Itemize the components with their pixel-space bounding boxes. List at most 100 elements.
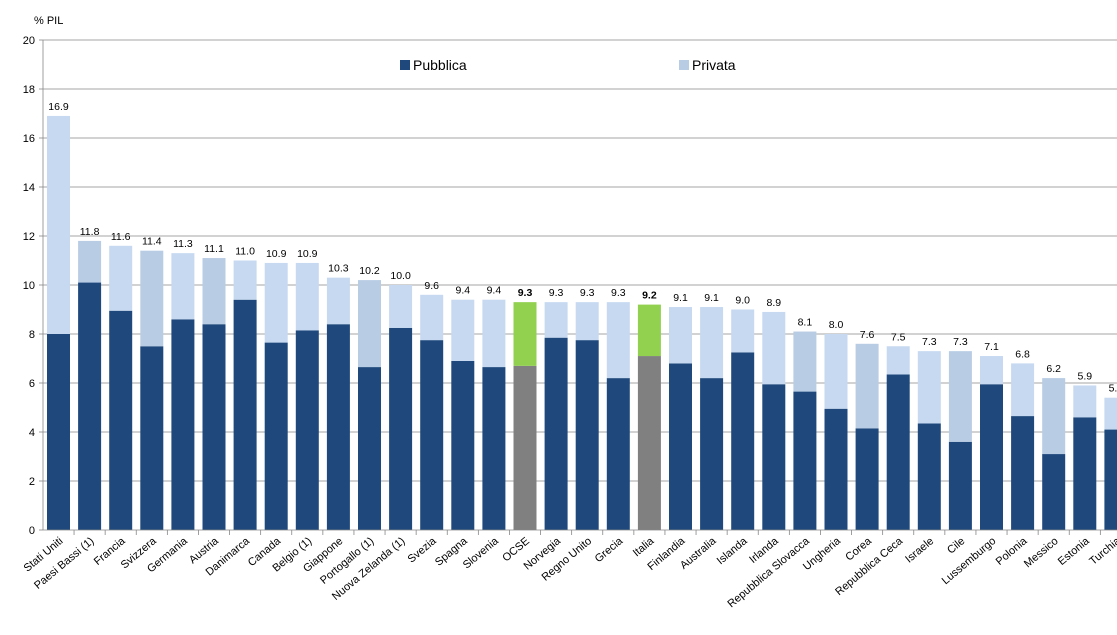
- data-label-australia: 9.1: [704, 292, 719, 304]
- data-label-lussemburgo: 7.1: [984, 341, 999, 353]
- x-tick-label-lussemburgo: Lussemburgo: [940, 535, 999, 587]
- bar-pubblica-slovenia: [482, 367, 506, 530]
- bar-privata-estonia: [1073, 385, 1097, 418]
- data-label-cile: 7.3: [953, 336, 968, 348]
- y-tick-label: 20: [23, 35, 35, 47]
- bar-pubblica-messico: [1042, 454, 1066, 530]
- bar-privata-italia: [637, 304, 661, 357]
- bar-pubblica-nuova-zelanda-1: [389, 327, 413, 530]
- data-label-estonia: 5.9: [1077, 370, 1092, 382]
- x-tick-label-slovenia: Slovenia: [461, 535, 502, 572]
- bar-pubblica-spagna: [451, 360, 475, 530]
- y-tick-label: 12: [23, 231, 35, 243]
- y-tick-label: 8: [29, 329, 35, 341]
- data-label-regno-unito: 9.3: [580, 287, 595, 299]
- x-tick-label-grecia: Grecia: [593, 535, 626, 566]
- data-label-israele: 7.3: [922, 336, 937, 348]
- data-label-turchia: 5.4: [1109, 383, 1117, 395]
- data-label-svezia: 9.6: [424, 280, 439, 292]
- bar-privata-svezia: [420, 294, 444, 341]
- bar-privata-messico: [1042, 378, 1066, 455]
- data-label-canada: 10.9: [266, 248, 287, 260]
- bar-pubblica-francia: [109, 310, 133, 530]
- bar-privata-ungheria: [824, 334, 848, 409]
- bar-privata-polonia: [1011, 363, 1035, 417]
- data-label-slovenia: 9.4: [487, 285, 502, 297]
- data-label-messico: 6.2: [1046, 363, 1061, 375]
- bar-pubblica-repubblica-ceca: [886, 374, 910, 530]
- legend-label-pubblica: Pubblica: [413, 57, 467, 73]
- data-label-stati-uniti: 16.9: [48, 101, 69, 113]
- bar-pubblica-polonia: [1011, 416, 1035, 530]
- bar-pubblica-svizzera: [140, 346, 164, 530]
- data-label-paesi-bassi-1: 11.8: [80, 226, 100, 238]
- bar-privata-stati-uniti: [47, 115, 70, 334]
- bar-privata-corea: [855, 343, 879, 429]
- bar-privata-grecia: [606, 302, 630, 379]
- bar-privata-finlandia: [669, 307, 692, 364]
- data-label-grecia: 9.3: [611, 287, 626, 299]
- data-label-islanda: 9.0: [735, 295, 750, 307]
- bar-privata-svizzera: [140, 250, 164, 347]
- bar-privata-regno-unito: [575, 302, 599, 341]
- x-tick-label-islanda: Islanda: [715, 535, 751, 568]
- bar-privata-cile: [948, 351, 972, 442]
- bar-privata-danimarca: [233, 260, 257, 300]
- data-label-norvegia: 9.3: [549, 287, 564, 299]
- bar-privata-australia: [700, 307, 724, 379]
- bar-pubblica-ungheria: [824, 408, 848, 530]
- data-label-spagna: 9.4: [455, 285, 470, 297]
- bar-privata-ocse: [513, 302, 537, 366]
- bar-pubblica-austria: [202, 324, 226, 530]
- data-label-danimarca: 11.0: [235, 246, 255, 258]
- bar-pubblica-corea: [855, 428, 879, 530]
- legend-swatch-pubblica: [400, 60, 410, 70]
- bar-pubblica-norvegia: [544, 337, 568, 530]
- bar-privata-islanda: [731, 309, 755, 353]
- bar-privata-portogallo-1: [358, 280, 381, 368]
- y-tick-label: 14: [23, 182, 35, 194]
- bar-pubblica-ocse: [513, 365, 537, 530]
- bars: [47, 115, 1117, 530]
- bar-privata-austria: [202, 258, 226, 325]
- bar-privata-repubblica-slovacca: [793, 331, 817, 392]
- bar-pubblica-lussemburgo: [980, 384, 1003, 530]
- y-tick-label: 4: [29, 427, 35, 439]
- bar-privata-paesi-bassi-1: [78, 240, 102, 283]
- bar-pubblica-paesi-bassi-1: [78, 282, 102, 530]
- bar-privata-francia: [109, 245, 133, 311]
- data-labels: 16.9 11.8 11.6 11.4 11.3 11.1 11.0 10.9 10.9 10.3…: [48, 101, 1117, 395]
- data-label-belgio-1: 10.9: [297, 248, 318, 260]
- bar-pubblica-irlanda: [762, 384, 786, 530]
- bar-privata-nuova-zelanda-1: [389, 285, 413, 328]
- data-label-austria: 11.1: [204, 243, 224, 255]
- legend-swatch-privata: [679, 60, 689, 70]
- x-tick-label-turchia: Turchia: [1087, 535, 1117, 568]
- bar-pubblica-germania: [171, 319, 195, 530]
- data-label-irlanda: 8.9: [766, 297, 781, 309]
- data-label-portogallo-1: 10.2: [359, 265, 380, 277]
- data-label-francia: 11.6: [111, 231, 131, 243]
- x-tick-label-israele: Israele: [903, 535, 936, 565]
- data-label-ungheria: 8.0: [829, 319, 844, 331]
- data-label-germania: 11.3: [173, 238, 193, 250]
- bar-pubblica-portogallo-1: [358, 367, 381, 530]
- y-axis: 0 2 4 6 8 10 12 14 16 18 20: [23, 35, 44, 537]
- bar-privata-spagna: [451, 299, 475, 361]
- data-label-polonia: 6.8: [1015, 348, 1030, 360]
- data-label-repubblica-slovacca: 8.1: [798, 317, 813, 329]
- y-axis-unit-label: % PIL: [34, 15, 63, 27]
- legend-label-privata: Privata: [692, 57, 736, 73]
- data-label-italia: 9.2: [642, 290, 657, 302]
- bar-pubblica-giappone: [326, 324, 350, 530]
- bar-privata-irlanda: [762, 311, 786, 385]
- data-label-nuova-zelanda-1: 10.0: [390, 270, 411, 282]
- bar-privata-lussemburgo: [980, 356, 1003, 385]
- bar-privata-giappone: [326, 277, 350, 325]
- bar-privata-israele: [917, 351, 941, 424]
- bar-pubblica-israele: [917, 423, 941, 530]
- y-tick-label: 18: [23, 84, 35, 96]
- data-label-svizzera: 11.4: [142, 236, 162, 248]
